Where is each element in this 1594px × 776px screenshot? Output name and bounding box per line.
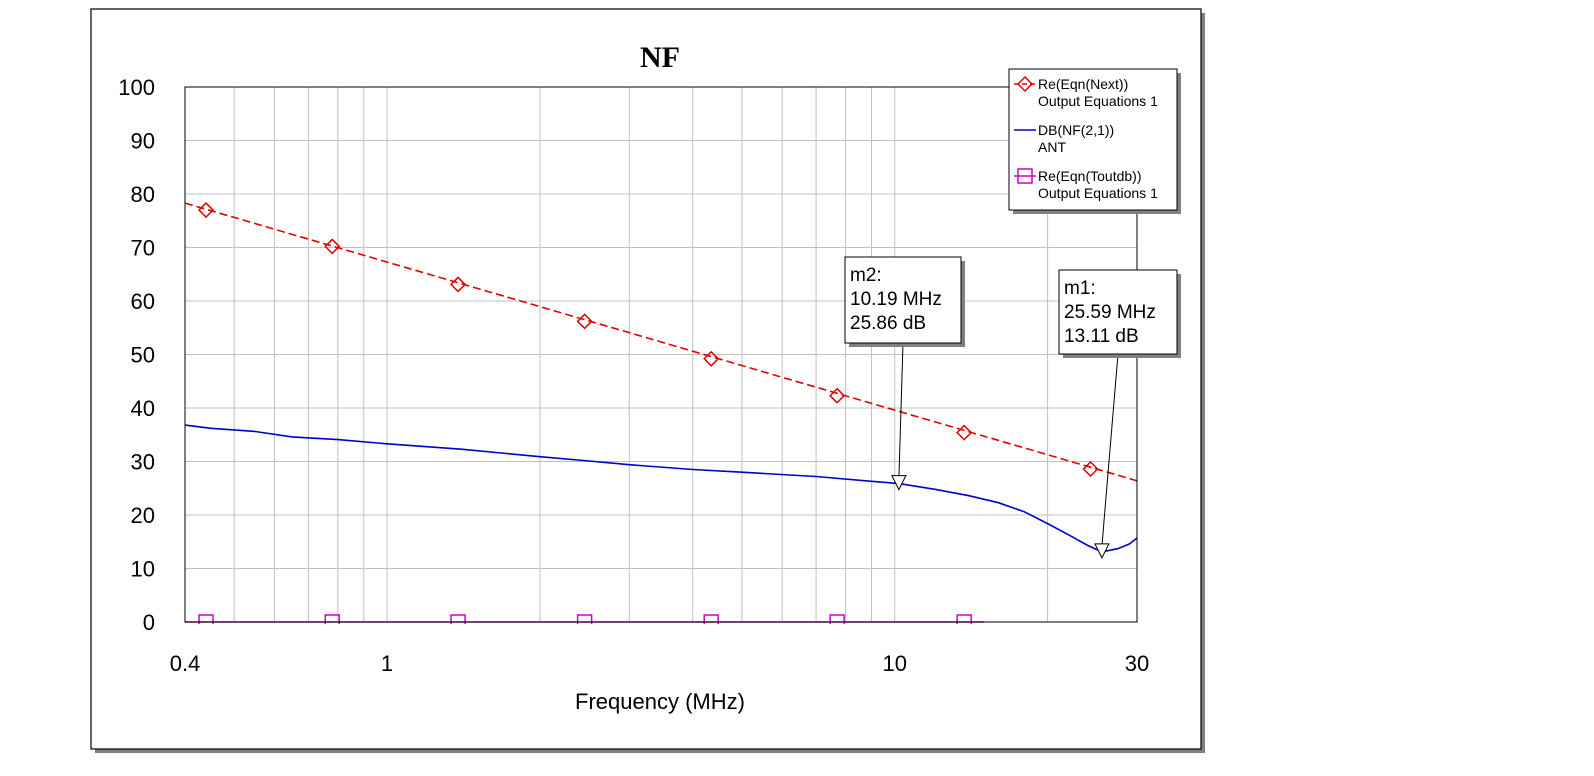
marker-frequency: 25.59 MHz xyxy=(1064,302,1156,323)
series-1 xyxy=(185,201,1137,482)
y-tick-label: 10 xyxy=(131,557,155,582)
markers-layer: m2: 10.19 MHz 25.86 dB m1: 25.59 MHz 13.11 dB xyxy=(844,256,1181,559)
y-tick-label: 30 xyxy=(131,450,155,475)
series-line-2 xyxy=(185,424,1137,553)
marker-frequency: 10.19 MHz xyxy=(850,289,942,310)
marker-1[interactable]: m2: 10.19 MHz 25.86 dB xyxy=(844,256,965,491)
marker-name: m2: xyxy=(850,265,882,286)
diamond-symbol xyxy=(576,313,593,330)
y-tick-label: 50 xyxy=(131,343,155,368)
marker-value: 25.86 dB xyxy=(850,313,926,334)
legend-series-name: DB(NF(2,1)) xyxy=(1038,122,1114,138)
diamond-symbol xyxy=(449,276,467,293)
legend-series-name: Re(Eqn(Next)) xyxy=(1038,76,1128,92)
legend-item-2[interactable]: DB(NF(2,1))ANT xyxy=(1014,122,1114,155)
y-tick-label: 0 xyxy=(143,610,155,635)
marker-pointer-line xyxy=(1101,353,1119,546)
diamond-symbol xyxy=(324,238,341,255)
x-tick-label: 30 xyxy=(1125,651,1149,676)
legend-box xyxy=(1008,68,1178,211)
y-tick-label: 40 xyxy=(131,396,155,421)
y-tick-label: 20 xyxy=(131,503,155,528)
y-tick-label: 100 xyxy=(118,75,155,100)
marker-box xyxy=(844,256,962,344)
legend-items: Re(Eqn(Next))Output Equations 1DB(NF(2,1… xyxy=(1014,75,1158,201)
marker-2[interactable]: m1: 25.59 MHz 13.11 dB xyxy=(1058,269,1181,559)
square-symbol xyxy=(1017,168,1033,184)
x-tick-label: 1 xyxy=(381,651,393,676)
y-tick-label: 80 xyxy=(131,182,155,207)
series-line-1 xyxy=(185,202,1137,482)
marker-value: 13.11 dB xyxy=(1064,326,1139,347)
diamond-symbol xyxy=(1082,460,1099,478)
diamond-symbol xyxy=(703,350,720,367)
series-2 xyxy=(185,424,1137,553)
diamond-symbol xyxy=(197,201,215,219)
marker-triangle xyxy=(891,475,907,491)
marker-triangle xyxy=(1094,543,1110,559)
legend-series-source: ANT xyxy=(1038,139,1066,155)
x-tick-label: 10 xyxy=(883,651,907,676)
diamond-symbol xyxy=(1016,75,1034,93)
legend-item-3[interactable]: Re(Eqn(Toutdb))Output Equations 1 xyxy=(1014,168,1158,201)
y-tick-label: 70 xyxy=(131,236,155,261)
chart-title: NF xyxy=(640,41,680,74)
marker-pointer-line xyxy=(898,342,904,478)
legend-series-source: Output Equations 1 xyxy=(1038,185,1158,201)
x-tick-labels: 0.4 1 10 30 xyxy=(170,651,1150,676)
marker-name: m1: xyxy=(1064,278,1096,299)
y-tick-label: 90 xyxy=(131,129,155,154)
x-tick-label: 0.4 xyxy=(170,651,201,676)
diamond-symbol xyxy=(956,424,973,441)
legend-series-source: Output Equations 1 xyxy=(1038,93,1158,109)
legend[interactable]: Re(Eqn(Next))Output Equations 1DB(NF(2,1… xyxy=(1008,68,1181,214)
legend-series-name: Re(Eqn(Toutdb)) xyxy=(1038,168,1142,184)
y-tick-labels: 0 10 20 30 40 50 60 70 80 90 100 xyxy=(118,75,155,635)
legend-item-1[interactable]: Re(Eqn(Next))Output Equations 1 xyxy=(1014,75,1158,109)
diamond-symbol xyxy=(829,387,846,404)
y-tick-label: 60 xyxy=(131,289,155,314)
x-axis-label: Frequency (MHz) xyxy=(575,689,745,714)
marker-box xyxy=(1058,269,1178,355)
